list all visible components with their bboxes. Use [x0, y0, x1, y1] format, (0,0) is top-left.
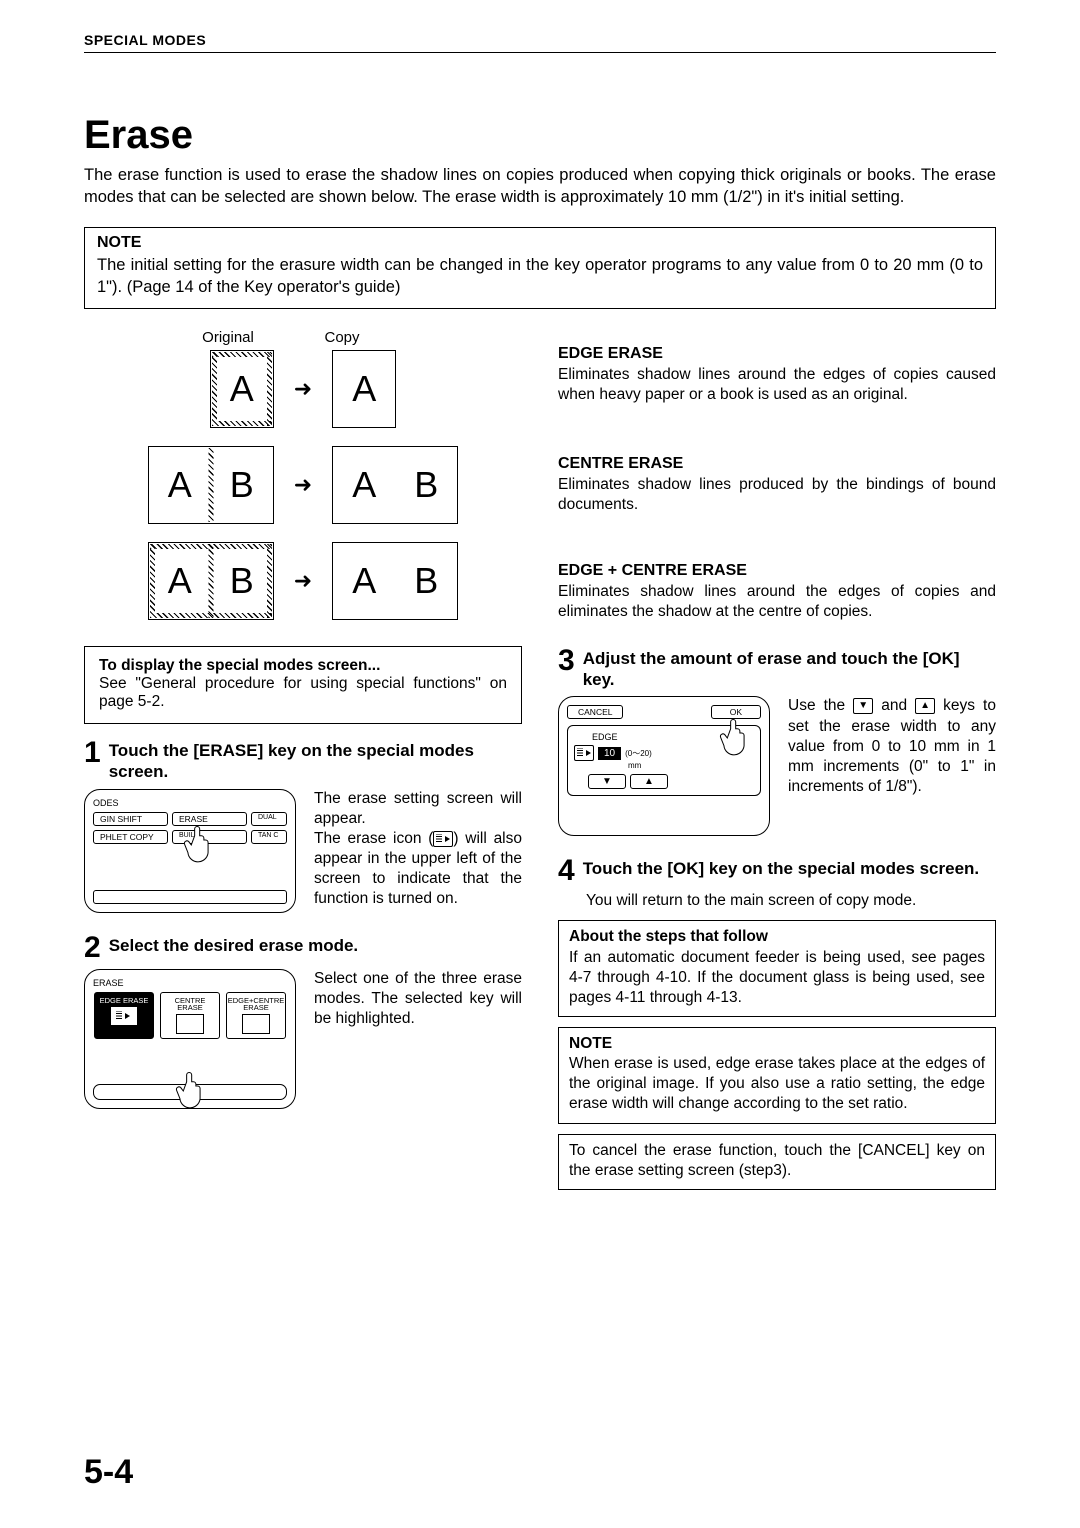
centre-erase-section: CENTRE ERASE Eliminates shadow lines pro… [558, 455, 996, 515]
mode-label: EDGE+CENTRE ERASE [228, 997, 284, 1013]
diag-letter: A [149, 543, 211, 619]
note-body: The initial setting for the erasure widt… [97, 254, 983, 299]
note-box-1: NOTE The initial setting for the erasure… [84, 227, 996, 310]
down-key-icon: ▼ [853, 698, 873, 714]
note-box-2: NOTE When erase is used, edge erase take… [558, 1027, 996, 1124]
step-number: 1 [84, 738, 101, 783]
diag-edge-copy: A [332, 350, 396, 428]
display-instruction-title: To display the special modes screen... [99, 657, 380, 674]
step-3-text: Use the ▼ and ▲ keys to set the erase wi… [788, 696, 996, 836]
diag-label-original: Original [200, 329, 256, 346]
mode-centre-btn: CENTRE ERASE [160, 992, 220, 1040]
diag-letter: A [230, 368, 254, 410]
page-number: 5-4 [84, 1453, 133, 1492]
cancel-box: To cancel the erase function, touch the … [558, 1134, 996, 1190]
step-4-text: You will return to the main screen of co… [586, 892, 996, 910]
about-title: About the steps that follow [569, 928, 768, 945]
section-title: EDGE ERASE [558, 345, 996, 363]
diag-centre-original: AB [148, 446, 274, 524]
note-body: When erase is used, edge erase takes pla… [569, 1055, 985, 1112]
diag-edge-original: A [210, 350, 274, 428]
screen-erase-amount: CANCEL OK EDGE 10 (0～20) mm ▼ [558, 696, 770, 836]
screen-btn-label: ERASE [179, 814, 208, 824]
cancel-text: To cancel the erase function, touch the … [569, 1142, 985, 1179]
display-instruction-body: See "General procedure for using special… [99, 675, 507, 710]
step-number: 3 [558, 646, 575, 691]
diag-letter: B [211, 543, 273, 619]
step-2-text: Select one of the three erase modes. The… [314, 969, 522, 1109]
screen-btn: DUAL [251, 812, 287, 826]
section-body: Eliminates shadow lines around the edges… [558, 582, 996, 622]
finger-icon [717, 717, 751, 759]
cancel-btn: CANCEL [567, 705, 623, 719]
step-title: Touch the [OK] key on the special modes … [583, 856, 979, 886]
screen-erase-modes: ERASE EDGE ERASE CENTRE ERASE EDGE+CENTR… [84, 969, 296, 1109]
finger-icon [173, 1070, 207, 1112]
down-btn: ▼ [588, 774, 626, 789]
step-text-line: The erase setting screen will appear. [314, 790, 522, 827]
note-label: NOTE [97, 234, 983, 252]
edge-erase-section: EDGE ERASE Eliminates shadow lines aroun… [558, 345, 996, 405]
section-title: CENTRE ERASE [558, 455, 996, 473]
arrow-icon: ➜ [294, 376, 312, 402]
step-text-line: The erase icon ( [314, 830, 433, 847]
note-label: NOTE [569, 1035, 612, 1052]
intro-text: The erase function is used to erase the … [84, 164, 996, 209]
erase-icon [574, 745, 594, 761]
section-body: Eliminates shadow lines around the edges… [558, 365, 996, 405]
text-span: Use the [788, 697, 853, 714]
step-number: 4 [558, 856, 575, 886]
finger-icon [181, 824, 215, 866]
step-title: Adjust the amount of erase and touch the… [583, 646, 996, 691]
page-header: SPECIAL MODES [84, 32, 996, 53]
diag-both-original: AB [148, 542, 274, 620]
diag-letter: B [395, 543, 457, 619]
step-title: Touch the [ERASE] key on the special mod… [109, 738, 522, 783]
value-display: 10 [598, 747, 621, 760]
edge-centre-erase-section: EDGE + CENTRE ERASE Eliminates shadow li… [558, 562, 996, 622]
diagram-block: Original Copy A ➜ A AB ➜ [84, 329, 522, 620]
mode-both-btn: EDGE+CENTRE ERASE [226, 992, 286, 1040]
screen-btn: GIN SHIFT [93, 812, 168, 826]
diag-letter: A [333, 543, 395, 619]
diag-letter: A [333, 447, 395, 523]
diag-label-copy: Copy [314, 329, 370, 346]
diag-letter: B [211, 447, 273, 523]
display-instruction-box: To display the special modes screen... S… [84, 646, 522, 724]
erase-icon [433, 831, 453, 847]
up-key-icon: ▲ [915, 698, 935, 714]
step-number: 2 [84, 933, 101, 963]
about-body: If an automatic document feeder is being… [569, 949, 985, 1006]
mode-label: CENTRE ERASE [163, 997, 217, 1013]
diag-letter: A [149, 447, 211, 523]
range-label: (0～20) [625, 748, 652, 759]
section-body: Eliminates shadow lines produced by the … [558, 475, 996, 515]
unit-label: mm [628, 761, 754, 770]
mode-label: EDGE ERASE [100, 997, 149, 1005]
diag-letter: B [395, 447, 457, 523]
arrow-icon: ➜ [294, 472, 312, 498]
screen-label: ODES [93, 798, 287, 808]
step-title: Select the desired erase mode. [109, 933, 358, 963]
screen-label: ERASE [93, 978, 287, 988]
page-title: Erase [84, 113, 996, 158]
diag-centre-copy: AB [332, 446, 458, 524]
up-btn: ▲ [630, 774, 668, 789]
section-title: EDGE + CENTRE ERASE [558, 562, 996, 580]
screen-btn: PHLET COPY [93, 830, 168, 844]
screen-btn: TAN C [251, 830, 287, 844]
mode-edge-btn: EDGE ERASE [94, 992, 154, 1040]
text-span: and [873, 697, 915, 714]
arrow-icon: ➜ [294, 568, 312, 594]
step-1-text: The erase setting screen will appear. Th… [314, 789, 522, 913]
diag-both-copy: AB [332, 542, 458, 620]
diag-letter: A [352, 368, 376, 410]
about-box: About the steps that follow If an automa… [558, 920, 996, 1017]
screen-special-modes: ODES GIN SHIFT ERASE DUAL PHLET COPY BUI… [84, 789, 296, 913]
